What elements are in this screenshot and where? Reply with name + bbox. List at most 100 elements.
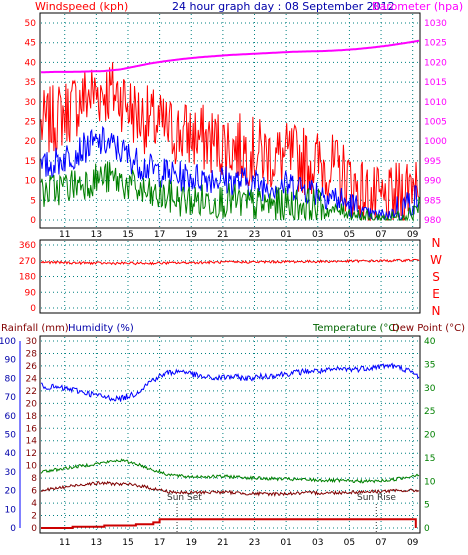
series-gust [40, 62, 420, 222]
temp-x-tick-label: 23 [249, 538, 260, 548]
wind-x-tick-label: 09 [407, 230, 419, 240]
grid-lines [19, 14, 419, 532]
rainfall-tick-label: 10 [26, 462, 38, 472]
temperature-tick-label: 30 [424, 384, 436, 394]
temperature-tick-label: 40 [424, 337, 436, 347]
humidity-axis-label: Humidity (%) [68, 323, 134, 334]
temp-x-tick-label: 03 [312, 538, 323, 548]
compass-label: N [432, 236, 441, 250]
temp-x-tick-label: 13 [91, 538, 102, 548]
wind-x-tick-label: 01 [280, 230, 291, 240]
rainfall-tick-label: 0 [31, 524, 37, 534]
windspeed-tick-label: 15 [25, 157, 36, 167]
sunrise-label: Sun Rise [357, 493, 396, 503]
temperature-tick-label: 0 [424, 524, 430, 534]
wind-x-tick-label: 19 [186, 230, 198, 240]
windspeed-tick-label: 25 [25, 118, 36, 128]
temp-x-tick-label: 15 [122, 538, 133, 548]
series-wind-direction [40, 258, 420, 266]
wind-x-tick-label: 07 [375, 230, 386, 240]
direction-tick-label: 180 [19, 273, 36, 283]
rainfall-tick-label: 14 [26, 437, 38, 447]
humidity-tick-label: 10 [5, 505, 17, 515]
series-dew-point [40, 480, 420, 498]
rainfall-tick-label: 12 [26, 449, 37, 459]
direction-panel [39, 239, 421, 314]
temp-x-tick-label: 05 [344, 538, 355, 548]
windspeed-tick-label: 30 [25, 98, 37, 108]
tick-labels: 0510152025303540455098098599099510001005… [0, 19, 447, 548]
direction-tick-label: 360 [19, 241, 36, 251]
barometer-tick-label: 1005 [424, 118, 447, 128]
humidity-tick-label: 40 [5, 449, 17, 459]
wind-x-tick-label: 17 [154, 230, 165, 240]
barometer-tick-label: 985 [424, 196, 441, 206]
barometer-tick-label: 1030 [424, 19, 447, 29]
rainfall-tick-label: 24 [26, 374, 38, 384]
rainfall-tick-label: 8 [31, 474, 37, 484]
direction-tick-label: 270 [19, 257, 36, 267]
windspeed-axis-label: Windspeed (kph) [35, 0, 128, 13]
wind-x-tick-label: 15 [122, 230, 133, 240]
barometer-tick-label: 1020 [424, 58, 447, 68]
temp-x-tick-label: 09 [407, 538, 419, 548]
temp-x-tick-label: 21 [217, 538, 228, 548]
temp-x-tick-label: 17 [154, 538, 165, 548]
rainfall-tick-label: 18 [26, 412, 38, 422]
series-barometer [40, 39, 420, 74]
windspeed-tick-label: 10 [25, 177, 37, 187]
rainfall-tick-label: 4 [31, 499, 37, 509]
rainfall-tick-label: 26 [26, 362, 38, 372]
windspeed-tick-label: 35 [25, 78, 36, 88]
barometer-tick-label: 995 [424, 157, 441, 167]
windspeed-tick-label: 40 [25, 58, 37, 68]
chart-title: 24 hour graph day : 08 September 2012 [172, 0, 395, 13]
compass-label: S [432, 270, 440, 284]
series-average [40, 125, 420, 221]
rainfall-tick-label: 30 [26, 337, 38, 347]
series-temperature [40, 458, 420, 484]
wind-x-tick-label: 21 [217, 230, 228, 240]
temperature-tick-label: 20 [424, 431, 436, 441]
series-humidity [40, 362, 420, 402]
humidity-tick-label: 90 [5, 356, 17, 366]
wind-x-tick-label: 13 [91, 230, 102, 240]
wind-x-tick-label: 23 [249, 230, 260, 240]
rainfall-tick-label: 6 [31, 487, 37, 497]
barometer-tick-label: 990 [424, 177, 441, 187]
rainfall-tick-label: 16 [26, 424, 38, 434]
temperature-tick-label: 10 [424, 477, 436, 487]
rainfall-tick-label: 28 [26, 349, 38, 359]
temperature-tick-label: 5 [424, 501, 430, 511]
windspeed-tick-label: 45 [25, 39, 36, 49]
series-rainfall [41, 518, 417, 529]
windspeed-tick-label: 50 [25, 19, 37, 29]
windspeed-tick-label: 20 [25, 137, 37, 147]
barometer-tick-label: 1015 [424, 78, 447, 88]
rainfall-tick-label: 20 [26, 399, 38, 409]
temp-x-tick-label: 19 [186, 538, 198, 548]
temperature-axis-label: Temperature (°C) [312, 323, 399, 334]
series-wind [40, 161, 420, 222]
direction-tick-label: 0 [30, 304, 36, 314]
compass-label: N [432, 304, 441, 318]
humidity-tick-label: 0 [10, 524, 16, 534]
temp-x-tick-label: 11 [59, 538, 70, 548]
humidity-tick-label: 50 [5, 431, 17, 441]
humidity-tick-label: 100 [0, 337, 16, 347]
temp-x-tick-label: 01 [280, 538, 291, 548]
rainfall-axis-label: Rainfall (mm) [1, 323, 69, 334]
rainfall-tick-label: 2 [31, 512, 37, 522]
humidity-tick-label: 80 [5, 374, 17, 384]
compass-label: W [430, 253, 442, 267]
barometer-tick-label: 980 [424, 216, 441, 226]
temperature-tick-label: 35 [424, 360, 435, 370]
temperature-tick-label: 15 [424, 454, 435, 464]
barometer-tick-label: 1010 [424, 98, 447, 108]
humidity-tick-label: 30 [5, 468, 17, 478]
humidity-tick-label: 60 [5, 412, 17, 422]
sunset-label: Sun Set [167, 493, 202, 503]
windspeed-tick-label: 5 [30, 196, 36, 206]
temp-x-tick-label: 07 [375, 538, 386, 548]
